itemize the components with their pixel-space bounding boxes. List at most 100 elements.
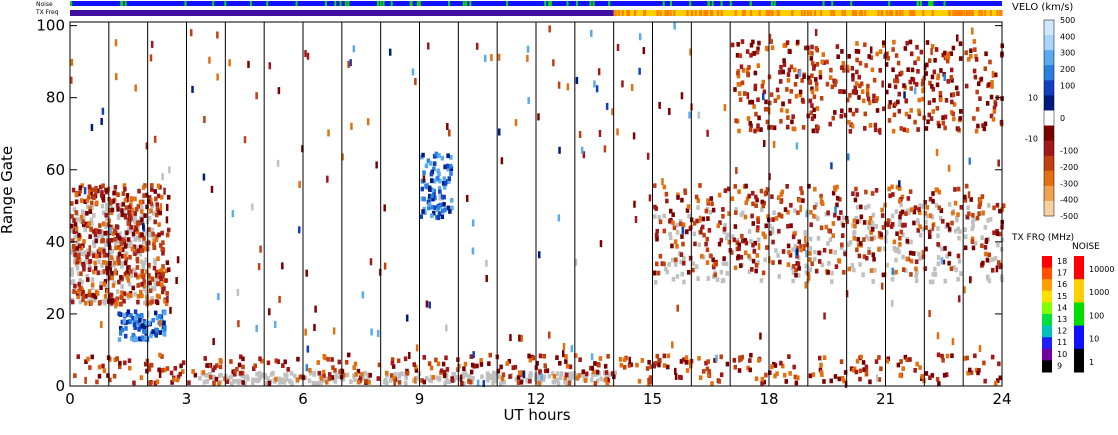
data-cell [428, 301, 432, 309]
data-cell [92, 195, 96, 201]
data-cell [428, 187, 432, 192]
txfreq-bar-tick [633, 10, 636, 16]
noise-bar-tick [729, 1, 732, 6]
data-cell [430, 178, 434, 183]
data-cell [497, 128, 501, 136]
data-cell [766, 214, 770, 219]
data-cell [118, 231, 122, 237]
data-cell [338, 369, 342, 374]
data-cell [253, 377, 258, 383]
data-cell [801, 198, 805, 203]
data-cell [751, 39, 755, 45]
data-cell [904, 111, 909, 117]
data-cell [697, 111, 701, 119]
data-cell [749, 52, 753, 58]
data-cell [973, 353, 977, 359]
data-cell [935, 149, 939, 157]
data-cell [945, 253, 949, 259]
data-cell [70, 58, 74, 66]
data-cell [854, 186, 858, 192]
txfreq-colorbar-label: 9 [1057, 361, 1062, 370]
data-cell [831, 115, 836, 121]
data-cell [783, 372, 787, 378]
data-cell [95, 379, 99, 385]
data-cell [828, 237, 833, 242]
data-cell [70, 249, 74, 255]
data-cell [794, 380, 799, 386]
data-cell [383, 377, 388, 383]
data-cell [139, 273, 143, 279]
txfreq-bar-tick [899, 10, 902, 16]
txfreq-bar-tick [806, 10, 809, 16]
data-cell [479, 362, 484, 367]
data-cell [694, 194, 699, 200]
data-cell [115, 73, 118, 81]
data-cell [864, 63, 868, 68]
data-cell [760, 207, 764, 213]
data-cell [542, 353, 547, 359]
data-cell [136, 248, 141, 254]
data-cell [983, 66, 988, 72]
data-cell [852, 231, 856, 236]
txfreq-bar-tick [673, 10, 676, 16]
data-cell [892, 39, 896, 45]
data-cell [705, 247, 710, 253]
data-cell [622, 357, 627, 363]
data-cell [874, 98, 878, 103]
data-cell [754, 194, 758, 200]
data-cell [117, 235, 121, 241]
data-cell [682, 279, 686, 285]
data-cell [567, 380, 572, 386]
data-cell [966, 205, 970, 211]
txfreq-bar-tick [984, 10, 987, 16]
data-cell [132, 380, 136, 386]
data-cell [734, 210, 738, 216]
data-cell [590, 29, 593, 37]
data-cell [161, 289, 165, 295]
data-cell [231, 379, 236, 384]
data-cell [526, 54, 529, 62]
data-cell [771, 227, 775, 235]
data-cell [814, 81, 819, 87]
data-cell [724, 261, 729, 267]
data-cell [427, 42, 430, 50]
data-cell [862, 254, 867, 259]
data-cell [671, 212, 675, 218]
data-cell [150, 285, 155, 291]
data-cell [419, 214, 424, 219]
data-cell [970, 239, 975, 244]
data-cell [788, 49, 792, 55]
data-cell [471, 376, 475, 381]
data-cell [201, 370, 206, 375]
data-cell [743, 250, 748, 256]
data-cell [366, 376, 371, 381]
data-cell [820, 262, 825, 268]
data-cell [914, 82, 919, 87]
noise-bar-tick [376, 1, 379, 6]
data-cell [756, 97, 760, 103]
data-cell [671, 276, 676, 282]
data-cell [122, 298, 126, 304]
data-cell [336, 374, 340, 379]
data-cell [543, 368, 548, 374]
data-cell [886, 55, 890, 61]
data-cell [662, 213, 666, 219]
velocity-colorbar-title: VELO (km/s) [1012, 2, 1073, 13]
data-cell [711, 207, 716, 213]
data-cell [105, 202, 109, 208]
data-cell [770, 45, 775, 51]
data-cell [440, 214, 445, 220]
data-cell [85, 273, 89, 279]
data-cell [956, 91, 960, 96]
data-cell [165, 366, 170, 371]
data-cell [119, 275, 123, 280]
data-cell [432, 188, 436, 194]
data-cell [757, 242, 761, 250]
data-cell [113, 357, 117, 363]
data-cell [657, 362, 661, 368]
data-cell [947, 260, 951, 266]
data-cell [595, 85, 599, 93]
data-cell [751, 190, 755, 196]
data-cell [327, 129, 330, 137]
data-cell [111, 283, 116, 288]
